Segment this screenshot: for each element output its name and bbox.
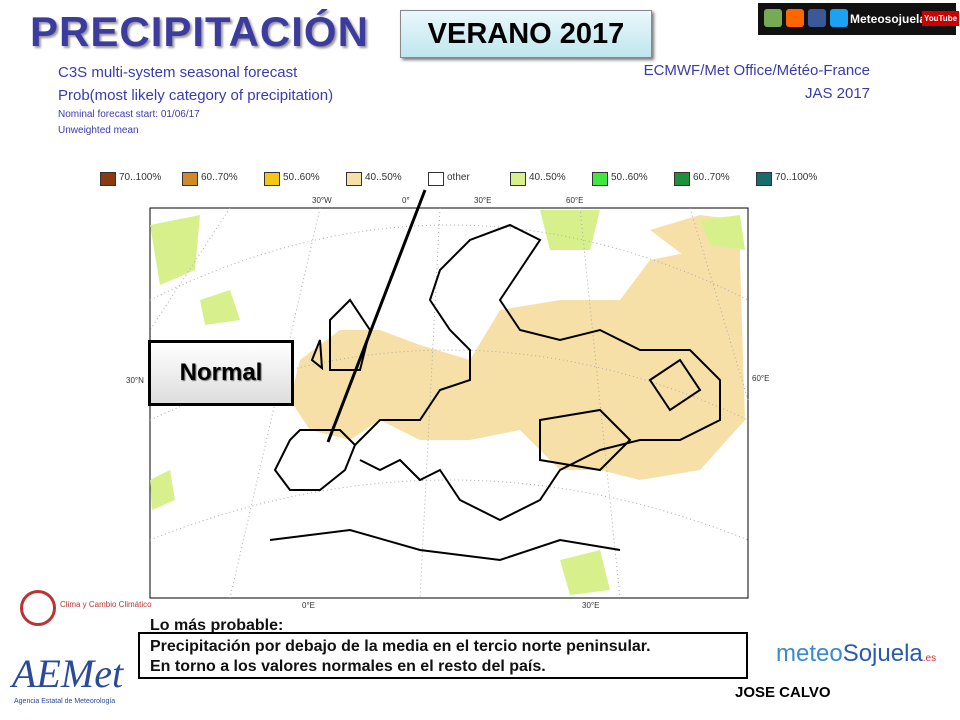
aemet-logo: AEMet [12,651,124,696]
legend-swatch [674,172,690,186]
legend-label: 40..50% [529,172,566,183]
social-name: Meteosojuela [850,12,927,26]
annotation: Normal [148,340,294,406]
legend-label: 60..70% [693,172,730,183]
lon-label: 30°E [474,196,492,205]
legend-label: 70..100% [775,172,818,183]
legend-label: 50..60% [611,172,648,183]
brand: meteoSojuela.es [776,640,936,668]
lon-label: 30°E [582,601,600,610]
brand-part: meteo [776,640,843,667]
forecast-line: C3S multi-system seasonal forecast [58,64,298,81]
lon-label: 0°E [302,601,315,610]
period: JAS 2017 [804,85,870,102]
legend-swatch [510,172,526,186]
climate-text: Clima y Cambio Climático [60,600,152,609]
legend-swatch [100,172,116,186]
legend-swatch [756,172,772,186]
pointer-line [326,189,427,443]
title: PRECIPITACIÓN [30,8,369,55]
forecast-line: Prob(most likely category of precipitati… [58,87,334,104]
legend-swatch [346,172,362,186]
legend-label: other [447,172,470,183]
brand-part: .es [922,653,937,664]
legend-label: 70..100% [119,172,162,183]
summary-line: Precipitación por debajo de la media en … [150,638,651,655]
climate-logo [20,590,56,626]
season-box: VERANO 2017 [400,10,652,58]
legend-label: 40..50% [365,172,402,183]
summary-heading: Lo más probable: [150,617,284,634]
social-bar: Meteosojuela YouTube [758,3,960,35]
lat-label: 30°N [126,376,144,385]
forecast-line: Unweighted mean [58,125,139,136]
legend-swatch [264,172,280,186]
brand-part: Sojuela [842,640,923,667]
lon-label: 30°W [312,196,332,205]
lon-label: 60°E [752,374,770,383]
source: ECMWF/Met Office/Météo-France [643,62,870,79]
legend-label: 50..60% [283,172,320,183]
lon-label: 60°E [566,196,584,205]
summary-box: Precipitación por debajo de la media en … [138,632,748,679]
legend-label: 60..70% [201,172,238,183]
legend-swatch [182,172,198,186]
youtube: YouTube [922,11,960,26]
aemet-subtitle: Agencia Estatal de Meteorología [14,698,116,705]
lon-label: 0° [402,196,410,205]
legend-swatch [592,172,608,186]
summary-line: En torno a los valores normales en el re… [150,658,546,675]
author: JOSE CALVO [735,684,831,701]
legend-swatch [428,172,444,186]
forecast-line: Nominal forecast start: 01/06/17 [58,109,200,120]
